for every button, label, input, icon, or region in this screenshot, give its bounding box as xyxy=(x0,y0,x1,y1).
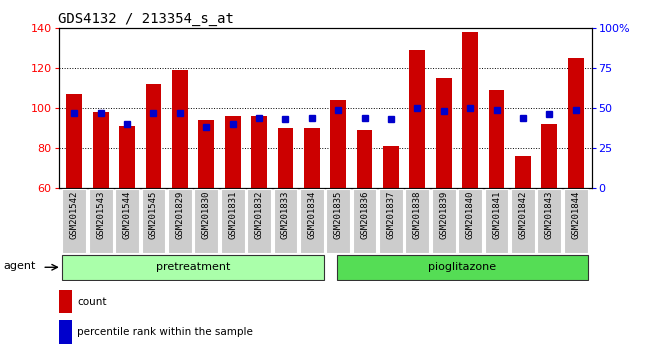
Text: pretreatment: pretreatment xyxy=(156,262,230,272)
FancyBboxPatch shape xyxy=(538,189,561,253)
FancyBboxPatch shape xyxy=(485,189,508,253)
Bar xyxy=(515,156,531,188)
Bar xyxy=(567,58,584,188)
FancyBboxPatch shape xyxy=(432,189,456,253)
Text: GSM201844: GSM201844 xyxy=(571,191,580,239)
Text: GSM201544: GSM201544 xyxy=(123,191,131,239)
FancyBboxPatch shape xyxy=(353,189,376,253)
FancyBboxPatch shape xyxy=(337,255,588,280)
FancyBboxPatch shape xyxy=(564,189,588,253)
Text: GSM201841: GSM201841 xyxy=(492,191,501,239)
Bar xyxy=(541,124,557,188)
Text: GSM201829: GSM201829 xyxy=(176,191,185,239)
Bar xyxy=(436,78,452,188)
Text: count: count xyxy=(77,297,107,307)
FancyBboxPatch shape xyxy=(168,189,192,253)
FancyBboxPatch shape xyxy=(115,189,139,253)
Text: GSM201835: GSM201835 xyxy=(333,191,343,239)
FancyBboxPatch shape xyxy=(221,189,244,253)
Text: GSM201839: GSM201839 xyxy=(439,191,448,239)
FancyBboxPatch shape xyxy=(379,189,403,253)
Bar xyxy=(198,120,214,188)
FancyBboxPatch shape xyxy=(274,189,297,253)
Bar xyxy=(172,70,188,188)
Text: GSM201542: GSM201542 xyxy=(70,191,79,239)
Bar xyxy=(462,32,478,188)
Bar xyxy=(489,90,504,188)
Text: GSM201838: GSM201838 xyxy=(413,191,422,239)
Text: GSM201833: GSM201833 xyxy=(281,191,290,239)
Text: GSM201830: GSM201830 xyxy=(202,191,211,239)
Bar xyxy=(383,146,399,188)
Text: percentile rank within the sample: percentile rank within the sample xyxy=(77,327,253,337)
Text: GSM201842: GSM201842 xyxy=(519,191,527,239)
Text: GDS4132 / 213354_s_at: GDS4132 / 213354_s_at xyxy=(58,12,235,26)
Text: GSM201545: GSM201545 xyxy=(149,191,158,239)
Bar xyxy=(66,94,83,188)
Bar xyxy=(93,112,109,188)
FancyBboxPatch shape xyxy=(89,189,112,253)
Text: GSM201832: GSM201832 xyxy=(255,191,263,239)
FancyBboxPatch shape xyxy=(142,189,165,253)
Text: pioglitazone: pioglitazone xyxy=(428,262,496,272)
Text: GSM201543: GSM201543 xyxy=(96,191,105,239)
Bar xyxy=(225,116,240,188)
FancyBboxPatch shape xyxy=(458,189,482,253)
Bar xyxy=(58,320,72,344)
Text: GSM201834: GSM201834 xyxy=(307,191,317,239)
FancyBboxPatch shape xyxy=(326,189,350,253)
Bar xyxy=(278,128,293,188)
Bar xyxy=(251,116,267,188)
FancyBboxPatch shape xyxy=(300,189,324,253)
Text: GSM201831: GSM201831 xyxy=(228,191,237,239)
FancyBboxPatch shape xyxy=(62,189,86,253)
Text: agent: agent xyxy=(3,261,36,271)
Bar xyxy=(330,100,346,188)
FancyBboxPatch shape xyxy=(247,189,271,253)
Bar xyxy=(58,290,72,314)
FancyBboxPatch shape xyxy=(194,189,218,253)
FancyBboxPatch shape xyxy=(62,255,324,280)
FancyBboxPatch shape xyxy=(406,189,429,253)
Text: GSM201840: GSM201840 xyxy=(465,191,474,239)
FancyBboxPatch shape xyxy=(511,189,535,253)
Text: GSM201836: GSM201836 xyxy=(360,191,369,239)
Bar xyxy=(410,50,425,188)
Bar xyxy=(304,128,320,188)
Text: GSM201843: GSM201843 xyxy=(545,191,554,239)
Bar xyxy=(119,126,135,188)
Bar xyxy=(357,130,372,188)
Bar xyxy=(146,84,161,188)
Text: GSM201837: GSM201837 xyxy=(387,191,395,239)
